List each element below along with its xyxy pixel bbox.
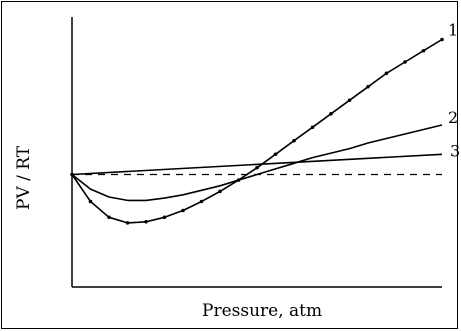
series-1-point — [218, 189, 222, 194]
series-label-3: 3 — [450, 141, 459, 160]
x-axis-label: Pressure, atm — [202, 301, 323, 321]
series-1-point — [366, 84, 370, 89]
series-line-3 — [71, 153, 443, 176]
series-1-point — [403, 60, 407, 64]
series-1-point — [255, 165, 259, 170]
series-1-point — [162, 215, 167, 220]
series-1-point — [107, 215, 111, 220]
series-1-point — [144, 219, 148, 224]
series-1-point — [88, 199, 93, 204]
y-axis-label: PV / RT — [14, 145, 34, 210]
series-line-1 — [71, 38, 443, 224]
series-1-point — [347, 98, 352, 103]
series-label-layer: 1 2 3 — [448, 21, 459, 161]
series-1-point — [421, 48, 426, 53]
series-1-point — [329, 111, 333, 116]
series-1-point — [125, 221, 130, 225]
series-label-1: 1 — [448, 21, 458, 40]
series-1-point — [384, 71, 389, 76]
series-1-point — [310, 125, 315, 130]
series-1-point — [181, 208, 185, 213]
series-1-point — [199, 199, 204, 204]
series-layer — [70, 37, 444, 225]
series-1-point — [440, 37, 444, 42]
series-1-point — [292, 138, 296, 143]
series-label-2: 2 — [448, 108, 458, 127]
series-line-2 — [71, 124, 443, 202]
series-1-point — [273, 152, 278, 157]
